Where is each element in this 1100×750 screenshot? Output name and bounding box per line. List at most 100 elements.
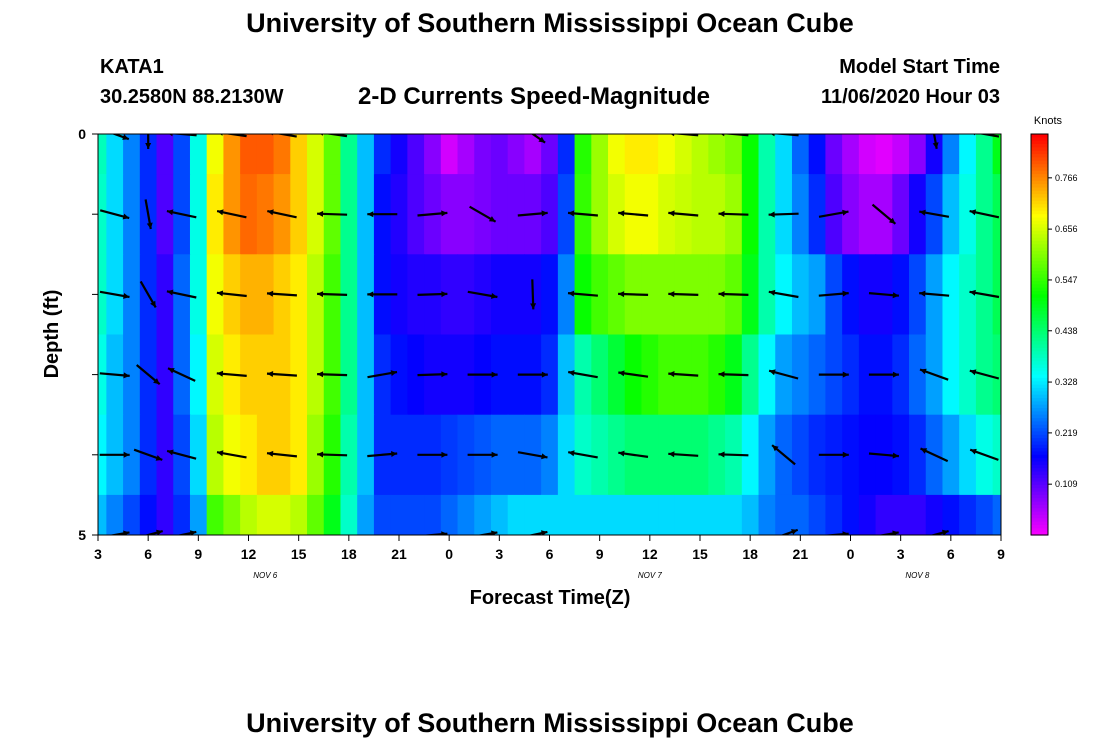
colorbar-segment	[1031, 324, 1048, 329]
colorbar-segment	[1031, 144, 1048, 148]
heat-cell	[173, 494, 191, 535]
heat-cell	[524, 134, 542, 175]
colorbar-segment	[1031, 371, 1048, 376]
heat-cell	[440, 174, 459, 255]
heat-cell	[440, 414, 459, 496]
heat-cell	[708, 174, 726, 255]
colorbar-segment	[1031, 237, 1048, 242]
heat-cell	[123, 334, 141, 416]
x-tick-label: 12	[241, 546, 257, 562]
heat-cell	[240, 414, 258, 496]
heat-cell	[123, 494, 141, 535]
heat-cell	[959, 414, 977, 496]
current-vector	[467, 451, 498, 458]
heat-cell	[240, 254, 258, 336]
heat-cell	[959, 254, 977, 336]
current-vector	[216, 450, 247, 459]
colorbar-segment	[1031, 187, 1048, 192]
heat-cell	[557, 494, 576, 535]
model-start-value: 11/06/2020 Hour 03	[820, 86, 1000, 108]
colorbar-segment	[1031, 220, 1048, 225]
colorbar-segment	[1031, 468, 1048, 473]
heat-cell	[457, 254, 475, 336]
station-id: KATA1	[100, 56, 164, 78]
colorbar-segment	[1031, 301, 1048, 306]
colorbar-segment	[1031, 361, 1048, 366]
colorbar-segment	[1031, 311, 1048, 316]
colorbar-segment	[1031, 458, 1048, 463]
heat-cell	[758, 174, 776, 255]
heat-cell	[490, 334, 509, 416]
current-vector	[145, 134, 152, 149]
heat-cell	[892, 494, 910, 535]
heat-cell	[741, 174, 760, 255]
heat-cell	[825, 494, 843, 535]
heat-cell	[457, 414, 475, 496]
current-vector	[367, 451, 398, 458]
heat-cell	[959, 494, 977, 535]
heat-cell	[741, 414, 760, 496]
current-vector	[530, 279, 537, 310]
heat-cell	[98, 134, 107, 175]
heat-cell	[340, 134, 358, 175]
heat-cell	[557, 174, 576, 255]
current-vector	[929, 529, 949, 535]
heat-cell	[658, 254, 676, 336]
current-vector	[216, 290, 247, 298]
heat-cell	[156, 254, 174, 336]
heat-cell	[842, 134, 860, 175]
heat-cell	[189, 494, 208, 535]
y-axis-label: Depth (ft)	[41, 290, 63, 379]
heat-cell	[223, 494, 241, 535]
colorbar-segment	[1031, 240, 1048, 245]
heat-cell	[842, 414, 860, 496]
heat-cell	[507, 174, 526, 255]
heat-cell	[658, 494, 676, 535]
heat-cell	[223, 134, 241, 175]
heat-cell	[541, 174, 559, 255]
current-vector	[317, 210, 348, 217]
heat-cell	[758, 414, 776, 496]
colorbar-segment	[1031, 281, 1048, 285]
heat-cell	[541, 254, 559, 336]
colorbar-segment	[1031, 357, 1048, 362]
current-vector	[417, 371, 448, 378]
heat-cell	[307, 414, 325, 496]
heat-cell	[273, 494, 291, 535]
current-vector	[919, 290, 950, 297]
heat-cell	[608, 254, 626, 336]
x-date-label: NOV 7	[638, 571, 663, 580]
colorbar-segment	[1031, 354, 1048, 359]
heat-cell	[123, 174, 141, 255]
heat-cell	[591, 174, 609, 255]
current-vector	[266, 371, 297, 377]
colorbar-segment	[1031, 247, 1048, 252]
current-vector	[417, 291, 448, 298]
colorbar-segment	[1031, 471, 1048, 476]
colorbar-segment	[1031, 160, 1048, 165]
heat-cell	[290, 334, 308, 416]
heat-cell	[791, 134, 810, 175]
heat-cell	[273, 134, 291, 175]
current-vector	[919, 209, 950, 218]
colorbar-segment	[1031, 428, 1048, 433]
heat-cell	[424, 134, 442, 175]
colorbar-segment	[1031, 418, 1048, 422]
heat-cell	[390, 414, 408, 496]
heat-cell	[156, 334, 174, 416]
heat-cell	[424, 494, 442, 535]
x-tick-label: 9	[194, 546, 202, 562]
heat-cell	[256, 494, 275, 535]
heat-cell	[591, 494, 609, 535]
current-vector	[144, 199, 153, 230]
heat-cell	[457, 494, 475, 535]
current-vector	[718, 371, 749, 378]
colorbar-segment	[1031, 508, 1048, 513]
current-vector	[818, 209, 849, 218]
current-vector	[166, 449, 197, 460]
heat-cell	[741, 134, 760, 175]
heat-cell	[741, 254, 760, 336]
colorbar-segment	[1031, 394, 1048, 399]
colorbar-segment	[1031, 414, 1048, 419]
heat-cell	[123, 414, 141, 496]
